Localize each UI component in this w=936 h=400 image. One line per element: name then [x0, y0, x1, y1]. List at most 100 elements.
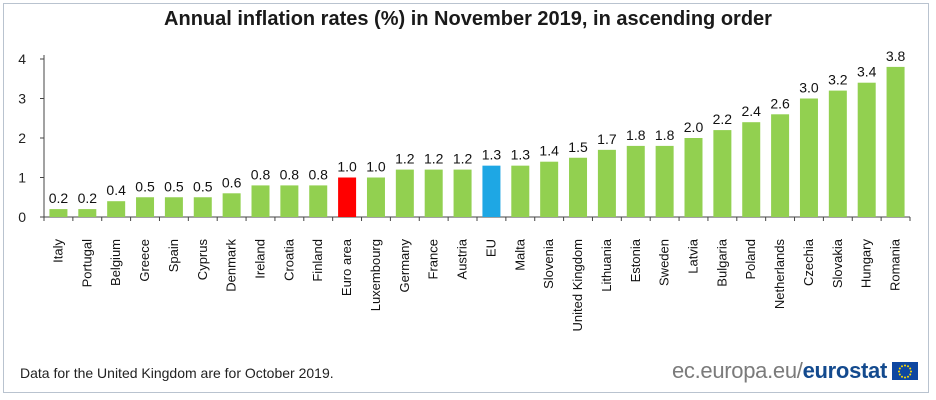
bar: [136, 197, 155, 217]
data-label: 1.7: [597, 131, 617, 147]
data-label: 1.5: [568, 139, 588, 155]
x-tick-label: Austria: [455, 238, 470, 279]
bar: [309, 185, 328, 217]
x-tick-label: Ireland: [253, 239, 268, 279]
bar: [78, 209, 97, 217]
x-tick-label: France: [426, 239, 441, 279]
x-tick-label: Belgium: [108, 239, 123, 286]
data-label: 1.8: [655, 127, 675, 143]
x-tick-label: Sweden: [657, 239, 672, 286]
x-tick-label: Slovenia: [541, 238, 556, 289]
bar: [569, 157, 588, 217]
data-label: 0.5: [193, 178, 213, 194]
data-label: 0.8: [280, 166, 300, 182]
y-tick-label: 1: [18, 170, 26, 186]
x-tick-label: Portugal: [79, 239, 94, 288]
y-tick-label: 2: [18, 130, 26, 146]
x-tick-label: Estonia: [628, 238, 643, 282]
x-tick-label: Croatia: [281, 238, 296, 281]
bar: [107, 201, 126, 217]
bar: [828, 90, 847, 217]
data-label: 2.6: [770, 95, 790, 111]
x-tick-label: United Kingdom: [570, 239, 585, 332]
x-tick-label: Luxembourg: [368, 239, 383, 311]
bar: [482, 165, 501, 217]
data-label: 1.0: [366, 159, 386, 175]
data-label: 0.8: [251, 166, 271, 182]
data-label: 1.2: [424, 151, 444, 167]
x-tick-label: Netherlands: [772, 239, 787, 310]
bar: [338, 177, 357, 217]
data-label: 1.2: [453, 151, 473, 167]
data-label: 3.2: [828, 72, 848, 88]
bar: [164, 197, 183, 217]
data-label: 0.5: [164, 178, 184, 194]
data-label: 0.5: [135, 178, 155, 194]
x-tick-label: Hungary: [859, 239, 874, 289]
data-label: 1.4: [539, 143, 559, 159]
bar: [626, 145, 645, 217]
bar: [395, 169, 414, 217]
data-label: 0.2: [49, 190, 69, 206]
data-label: 3.8: [886, 48, 906, 64]
x-tick-label: Germany: [397, 239, 412, 293]
data-label: 1.8: [626, 127, 646, 143]
bar: [193, 197, 212, 217]
x-tick-label: Spain: [166, 239, 181, 272]
footnote: Data for the United Kingdom are for Octo…: [20, 365, 334, 381]
data-label: 1.0: [337, 159, 357, 175]
bar: [511, 165, 530, 217]
x-tick-label: Lithuania: [599, 238, 614, 292]
bar: [49, 209, 68, 217]
x-tick-label: Greece: [137, 239, 152, 282]
x-tick-label: Latvia: [686, 238, 701, 273]
data-label: 1.2: [395, 151, 415, 167]
bar: [366, 177, 385, 217]
data-label: 2.2: [713, 111, 733, 127]
x-tick-label: Czechia: [801, 238, 816, 286]
x-tick-label: Denmark: [224, 239, 239, 292]
x-tick-label: Slovakia: [830, 238, 845, 288]
bar: [886, 66, 905, 218]
y-tick-label: 0: [18, 209, 26, 225]
chart-title: Annual inflation rates (%) in November 2…: [164, 8, 772, 30]
x-tick-label: Poland: [743, 239, 758, 279]
x-tick-label: Romania: [888, 238, 903, 291]
data-label: 1.3: [511, 147, 531, 163]
data-label: 2.0: [684, 119, 704, 135]
bar: [453, 169, 472, 217]
eurostat-logo: ec.europa.eu/ eurostat: [672, 358, 918, 384]
logo-brand: eurostat: [802, 358, 888, 383]
bar: [597, 149, 616, 217]
data-label: 0.4: [106, 182, 126, 198]
data-label: 1.3: [482, 147, 502, 163]
bar: [540, 161, 559, 217]
bar: [655, 145, 674, 217]
x-tick-label: Italy: [50, 239, 65, 263]
bar: [742, 122, 761, 217]
logo-domain: ec.europa.eu/: [671, 358, 803, 383]
bar: [684, 138, 703, 217]
x-tick-label: Cyprus: [195, 239, 210, 281]
bar: [857, 82, 876, 217]
eu-flag-icon: [892, 362, 918, 380]
bar: [771, 114, 790, 217]
bar: [799, 98, 818, 217]
data-label: 0.8: [308, 166, 328, 182]
y-tick-label: 4: [18, 51, 26, 67]
x-tick-label: Malta: [512, 238, 527, 271]
data-label: 0.6: [222, 174, 242, 190]
data-label: 0.2: [78, 190, 98, 206]
x-tick-label: Euro area: [339, 238, 354, 296]
bar: [280, 185, 299, 217]
data-label: 3.4: [857, 64, 877, 80]
bar: [222, 193, 241, 217]
data-label: 3.0: [799, 80, 819, 96]
data-label: 2.4: [741, 103, 761, 119]
y-tick-label: 3: [18, 91, 26, 107]
bar: [713, 130, 732, 217]
bar: [424, 169, 443, 217]
x-tick-label: EU: [483, 239, 498, 257]
x-tick-label: Finland: [310, 239, 325, 282]
